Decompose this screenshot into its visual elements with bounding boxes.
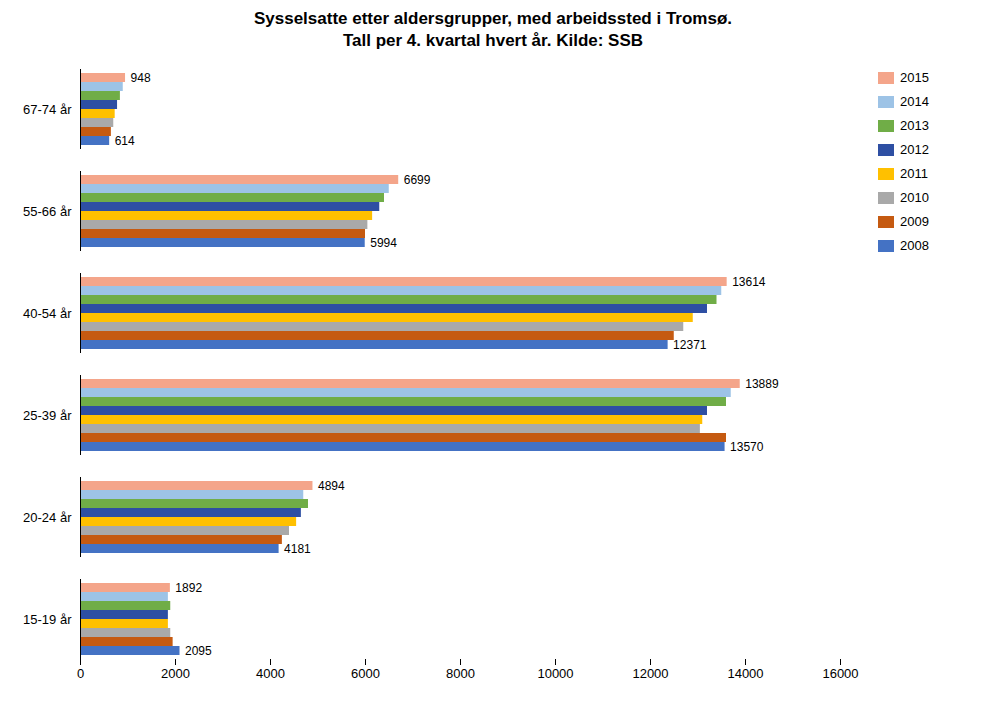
svg-text:4000: 4000 bbox=[256, 666, 285, 681]
svg-text:4894: 4894 bbox=[318, 479, 345, 493]
html-text:2009: 2009 bbox=[900, 214, 929, 230]
svg-text:67-74 år: 67-74 år bbox=[23, 102, 72, 117]
svg-text:55-66 år: 55-66 år bbox=[23, 204, 72, 219]
svg-text:40-54 år: 40-54 år bbox=[23, 306, 72, 321]
svg-text:10000: 10000 bbox=[537, 666, 573, 681]
svg-text:6000: 6000 bbox=[351, 666, 380, 681]
svg-text:13570: 13570 bbox=[730, 440, 764, 454]
svg-text:13889: 13889 bbox=[745, 377, 779, 391]
svg-text:2095: 2095 bbox=[185, 644, 212, 658]
svg-text:20-24 år: 20-24 år bbox=[23, 510, 72, 525]
svg-text:12371: 12371 bbox=[673, 338, 707, 352]
svg-text:13614: 13614 bbox=[732, 275, 766, 289]
html-text:2013: 2013 bbox=[900, 118, 929, 134]
html-text:2012: 2012 bbox=[900, 142, 929, 158]
html-text:2015: 2015 bbox=[900, 70, 929, 86]
svg-text:15-19 år: 15-19 år bbox=[23, 612, 72, 627]
svg-text:2000: 2000 bbox=[161, 666, 190, 681]
svg-text:0: 0 bbox=[77, 666, 84, 681]
svg-text:25-39 år: 25-39 år bbox=[23, 408, 72, 423]
svg-text:16000: 16000 bbox=[822, 666, 858, 681]
html-text:Sysselsatte etter aldersgruppe: Sysselsatte etter aldersgrupper, med arb… bbox=[254, 9, 732, 51]
html-text:2014: 2014 bbox=[900, 94, 929, 110]
svg-text:4181: 4181 bbox=[284, 542, 311, 556]
html-text:2010: 2010 bbox=[900, 190, 929, 206]
html-text:2008: 2008 bbox=[900, 238, 929, 254]
svg-text:1892: 1892 bbox=[175, 581, 202, 595]
svg-text:5994: 5994 bbox=[370, 236, 397, 250]
svg-text:8000: 8000 bbox=[446, 666, 475, 681]
svg-text:614: 614 bbox=[115, 134, 135, 148]
svg-text:14000: 14000 bbox=[727, 666, 763, 681]
html-text:2011: 2011 bbox=[900, 166, 928, 182]
svg-text:6699: 6699 bbox=[404, 173, 431, 187]
svg-text:12000: 12000 bbox=[632, 666, 668, 681]
svg-text:948: 948 bbox=[131, 71, 151, 85]
